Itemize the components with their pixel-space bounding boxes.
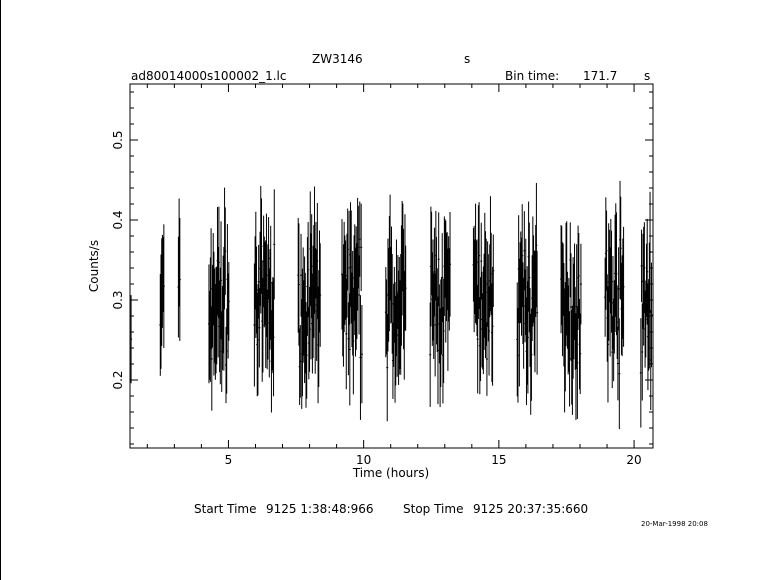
axis-ticks <box>130 84 653 448</box>
start-time-label: Start Time <box>194 502 257 516</box>
source-name: ZW3146 <box>312 52 363 66</box>
y-tick-label: 0.5 <box>111 130 125 149</box>
x-tick-label: 5 <box>225 453 233 467</box>
x-axis-label: Time (hours) <box>352 466 429 480</box>
y-tick-label: 0.3 <box>111 290 125 309</box>
file-name: ad80014000s100002_1.lc <box>131 69 287 83</box>
y-axis-label: Counts/s <box>87 240 101 292</box>
window-left-edge <box>0 0 1 580</box>
data-points <box>130 180 653 430</box>
x-tick-label: 20 <box>626 453 641 467</box>
x-tick-label: 10 <box>356 453 371 467</box>
stop-time-value: 9125 20:37:35:660 <box>473 502 589 516</box>
bin-time-label: Bin time: <box>505 69 560 83</box>
units-label: s <box>464 52 471 66</box>
axis-tick-labels: 5 10 15 20 0.2 0.3 0.4 0.5 <box>111 130 642 467</box>
bin-time-value: 171.7 <box>583 69 618 83</box>
plot-date: 20-Mar-1998 20:08 <box>641 520 708 528</box>
plot-frame <box>129 83 654 449</box>
start-time-value: 9125 1:38:48:966 <box>266 502 374 516</box>
y-tick-label: 0.2 <box>111 370 125 389</box>
bin-time-unit: s <box>644 69 651 83</box>
stop-time-label: Stop Time <box>403 502 464 516</box>
y-tick-label: 0.4 <box>111 210 125 229</box>
x-tick-label: 15 <box>491 453 506 467</box>
